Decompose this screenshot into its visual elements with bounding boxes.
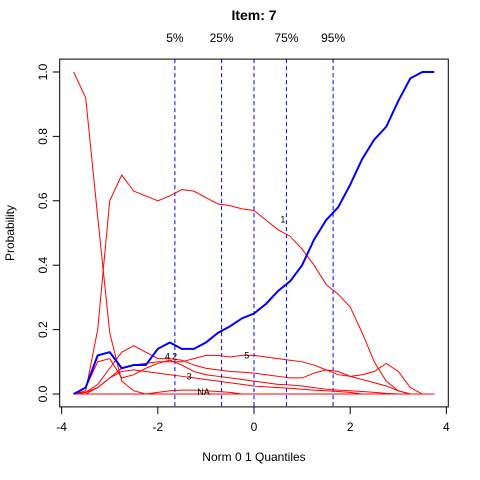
curve-label: 1 xyxy=(280,214,285,224)
series-line xyxy=(73,389,435,395)
series-line xyxy=(73,174,435,395)
top-tick-label: 95% xyxy=(321,31,345,45)
series-line xyxy=(73,71,435,395)
chart-title: Item: 7 xyxy=(231,7,276,23)
y-tick-label: 0.2 xyxy=(36,321,50,338)
curve-label: 3 xyxy=(187,371,192,381)
y-tick-label: 0.4 xyxy=(36,257,50,274)
x-tick-label: 2 xyxy=(347,420,354,434)
series-line xyxy=(73,345,435,395)
y-tick-label: 0.0 xyxy=(36,385,50,402)
curve-label: 2 xyxy=(172,351,177,361)
x-tick-label: -2 xyxy=(152,420,163,434)
y-axis-label: Probability xyxy=(3,205,17,261)
x-axis-label: Norm 0 1 Quantiles xyxy=(202,450,305,464)
top-tick-label: 75% xyxy=(274,31,298,45)
y-tick-label: 1.0 xyxy=(36,63,50,80)
series-line xyxy=(73,358,435,395)
y-tick-label: 0.6 xyxy=(36,192,50,209)
x-tick-label: 0 xyxy=(251,420,258,434)
top-tick-label: 5% xyxy=(166,31,184,45)
curve-label: NA xyxy=(197,387,210,397)
top-tick-label: 25% xyxy=(210,31,234,45)
plot-box xyxy=(59,58,449,408)
series-line xyxy=(73,70,435,395)
y-tick-label: 0.8 xyxy=(36,128,50,145)
curve-label: 4 xyxy=(165,351,170,361)
curve-label: 5 xyxy=(244,350,249,360)
x-tick-label: 4 xyxy=(443,420,450,434)
x-tick-label: -4 xyxy=(56,420,67,434)
